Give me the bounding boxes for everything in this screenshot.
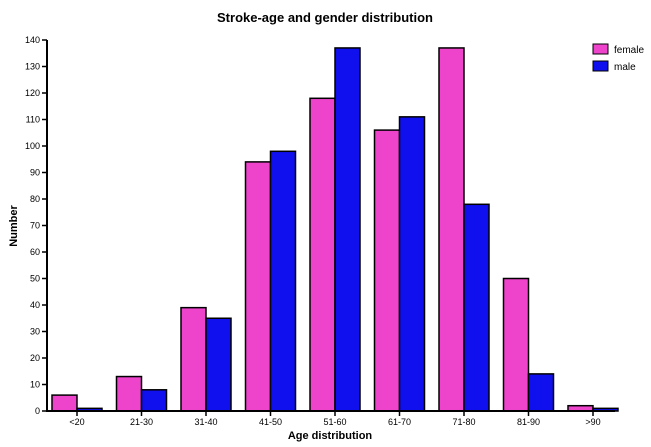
x-axis-title: Age distribution [288, 430, 373, 442]
y-tick-label: 110 [26, 115, 40, 125]
y-axis-title: Number [8, 205, 20, 247]
bar-female-7 [502, 277, 530, 412]
bar-male-7 [527, 373, 555, 412]
x-tick-label: >90 [585, 417, 600, 427]
y-tick-label: 140 [25, 35, 40, 45]
x-tick-label: 81-90 [517, 417, 540, 427]
y-tick-label: 20 [30, 353, 40, 363]
y-tick-label: 130 [25, 62, 40, 72]
x-tick-label: 41-50 [259, 417, 282, 427]
y-tick-label: 40 [30, 300, 40, 310]
legend-swatch-female [592, 43, 609, 55]
bar-male-1 [140, 389, 168, 412]
bar-female-3 [244, 161, 272, 412]
chart-title: Stroke-age and gender distribution [217, 10, 433, 25]
bar-male-5 [398, 116, 426, 412]
bar-female-1 [115, 375, 143, 412]
x-tick-label: 61-70 [388, 417, 411, 427]
y-tick-label: 70 [30, 221, 40, 231]
x-tick-label: 51-60 [323, 417, 346, 427]
x-tick-label: <20 [69, 417, 84, 427]
legend-swatch-male [592, 60, 609, 72]
y-tick-label: 100 [25, 141, 40, 151]
bar-male-2 [205, 317, 232, 412]
legend-label-female: female [614, 45, 644, 56]
legend: female male [592, 43, 644, 73]
x-tick-label: 31-40 [194, 417, 217, 427]
bar-female-5 [373, 129, 401, 412]
y-tick-label: 50 [30, 274, 40, 284]
bar-female-0 [51, 394, 78, 412]
y-tick-label: 30 [30, 327, 40, 337]
x-tick-label: 71-80 [452, 417, 475, 427]
y-tick-label: 80 [30, 194, 40, 204]
axes-layer: 0 10 20 30 40 50 60 70 80 90 100 110 120 130 140 <20 21-… [25, 35, 615, 427]
x-tick-label: 21-30 [130, 417, 153, 427]
bar-male-4 [334, 47, 361, 412]
bar-male-3 [269, 150, 297, 412]
y-tick-label: 60 [30, 247, 40, 257]
bars-layer [51, 47, 619, 412]
bar-female-4 [309, 97, 336, 412]
bar-female-6 [438, 47, 465, 412]
legend-label-male: male [614, 62, 636, 73]
bar-female-2 [180, 306, 207, 412]
y-tick-label: 0 [35, 406, 40, 416]
y-tick-label: 10 [30, 380, 40, 390]
bar-male-6 [463, 203, 490, 412]
y-tick-label: 90 [30, 168, 40, 178]
y-tick-label: 120 [25, 88, 40, 98]
